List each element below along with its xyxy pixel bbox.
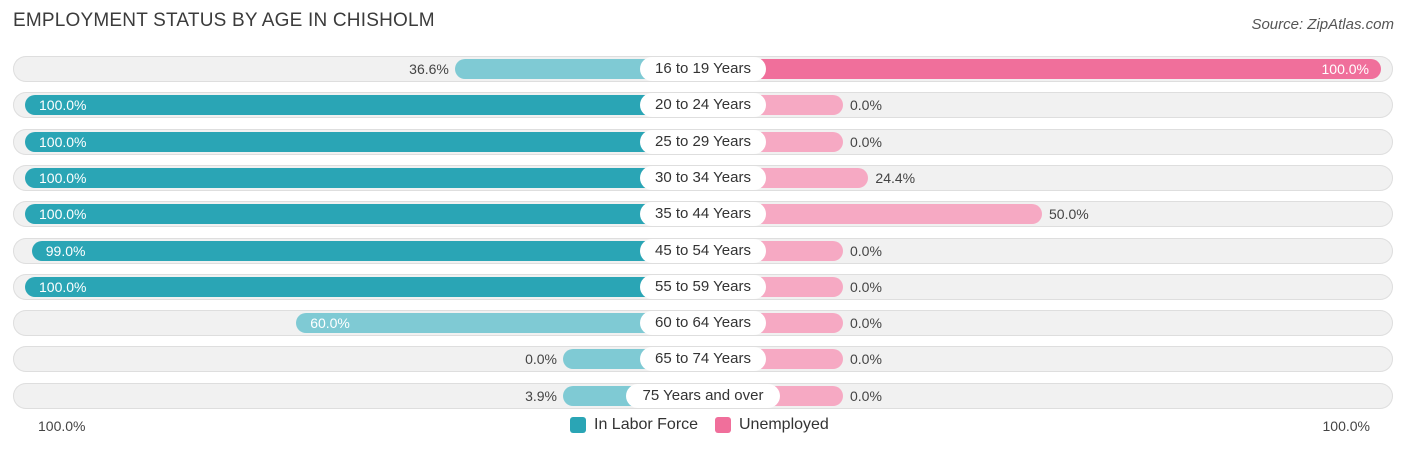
bar-in-labor-force-25-to-29-years — [25, 132, 703, 152]
value-in-labor-force-65-to-74-years: 0.0% — [525, 351, 557, 367]
value-unemployed-45-to-54-years: 0.0% — [850, 243, 882, 259]
bar-in-labor-force-45-to-54-years — [31, 241, 703, 261]
value-unemployed-55-to-59-years: 0.0% — [850, 279, 882, 295]
category-label-45-to-54-years: 45 to 54 Years — [640, 239, 766, 263]
legend-swatch-unemployed — [715, 417, 731, 433]
bar-in-labor-force-35-to-44-years — [25, 204, 703, 224]
legend-swatch-in-labor-force — [570, 417, 586, 433]
value-unemployed-75-years-and-over: 0.0% — [850, 388, 882, 404]
category-label-65-to-74-years: 65 to 74 Years — [640, 347, 766, 371]
value-unemployed-20-to-24-years: 0.0% — [850, 97, 882, 113]
value-in-labor-force-30-to-34-years: 100.0% — [39, 170, 87, 186]
category-label-20-to-24-years: 20 to 24 Years — [640, 93, 766, 117]
legend-label-in-labor-force: In Labor Force — [594, 416, 699, 433]
value-unemployed-25-to-29-years: 0.0% — [850, 134, 882, 150]
chart-title: EMPLOYMENT STATUS BY AGE IN CHISHOLM — [13, 10, 435, 31]
bar-unemployed-35-to-44-years — [703, 204, 1042, 224]
legend-label-unemployed: Unemployed — [739, 416, 829, 433]
value-unemployed-35-to-44-years: 50.0% — [1049, 206, 1089, 222]
category-label-25-to-29-years: 25 to 29 Years — [640, 130, 766, 154]
category-label-55-to-59-years: 55 to 59 Years — [640, 275, 766, 299]
category-label-16-to-19-years: 16 to 19 Years — [640, 57, 766, 81]
value-unemployed-65-to-74-years: 0.0% — [850, 351, 882, 367]
category-label-60-to-64-years: 60 to 64 Years — [640, 311, 766, 335]
value-in-labor-force-25-to-29-years: 100.0% — [39, 134, 87, 150]
value-unemployed-60-to-64-years: 0.0% — [850, 315, 882, 331]
source-credit: Source: ZipAtlas.com — [1251, 16, 1394, 33]
legend-item-in-labor-force: In Labor Force — [570, 416, 698, 434]
category-label-75-years-and-over: 75 Years and over — [626, 384, 780, 408]
bar-in-labor-force-55-to-59-years — [25, 277, 703, 297]
category-label-35-to-44-years: 35 to 44 Years — [640, 202, 766, 226]
bar-unemployed-16-to-19-years — [703, 59, 1381, 79]
bar-in-labor-force-20-to-24-years — [25, 95, 703, 115]
value-in-labor-force-20-to-24-years: 100.0% — [39, 97, 87, 113]
axis-left-label: 100.0% — [38, 418, 86, 434]
category-label-30-to-34-years: 30 to 34 Years — [640, 166, 766, 190]
value-unemployed-16-to-19-years: 100.0% — [1321, 61, 1369, 77]
bar-in-labor-force-30-to-34-years — [25, 168, 703, 188]
legend: In Labor Force Unemployed — [0, 416, 1406, 438]
value-in-labor-force-35-to-44-years: 100.0% — [39, 206, 87, 222]
value-unemployed-30-to-34-years: 24.4% — [875, 170, 916, 186]
value-in-labor-force-45-to-54-years: 99.0% — [45, 243, 86, 259]
value-in-labor-force-16-to-19-years: 36.6% — [409, 61, 449, 77]
value-in-labor-force-55-to-59-years: 100.0% — [39, 279, 87, 295]
value-in-labor-force-60-to-64-years: 60.0% — [310, 315, 350, 331]
value-in-labor-force-75-years-and-over: 3.9% — [525, 388, 557, 404]
legend-item-unemployed: Unemployed — [715, 416, 829, 434]
axis-right-label: 100.0% — [1322, 418, 1370, 434]
bar-in-labor-force-60-to-64-years — [296, 313, 703, 333]
